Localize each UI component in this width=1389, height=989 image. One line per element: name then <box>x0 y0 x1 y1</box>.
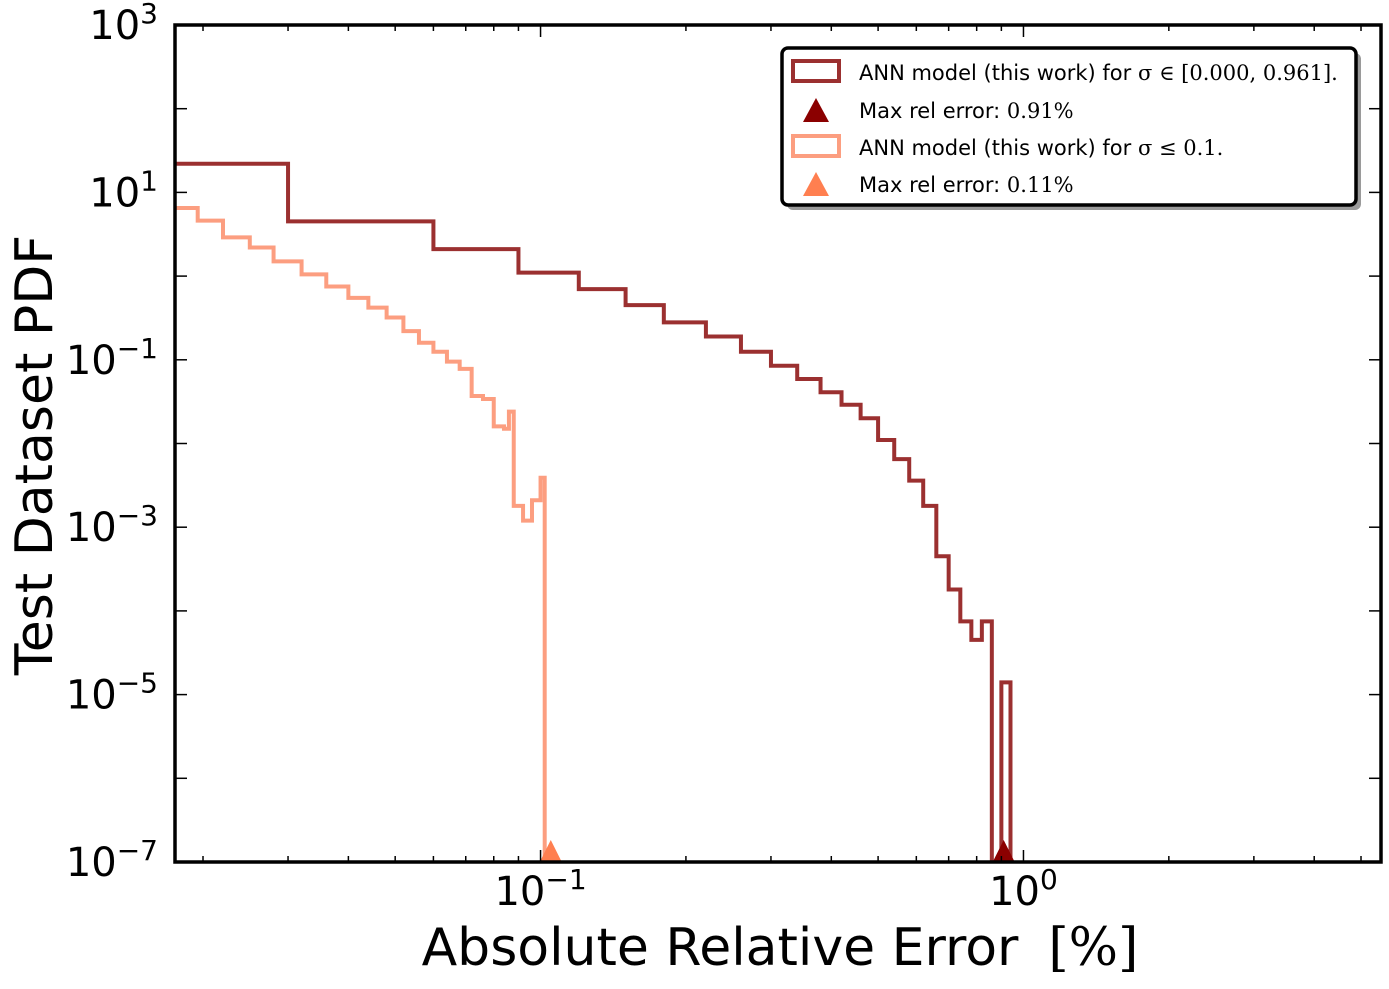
y-tick-label: 10−7 <box>66 834 158 886</box>
legend-label-1: ANN model (this work) for σ ∈ [0.000, 0.… <box>859 61 1338 85</box>
legend-swatch-1 <box>791 59 841 83</box>
marker-layer <box>539 840 1015 862</box>
legend-label-3: ANN model (this work) for σ ≤ 0.1. <box>859 136 1223 160</box>
x-tick-label: 100 <box>989 863 1058 915</box>
y-tick-label: 10−5 <box>66 667 158 719</box>
legend-label-4: Max rel error: 0.11% <box>859 173 1074 197</box>
x-axis-title: Absolute Relative Error [%] <box>422 918 1139 978</box>
y-tick-label: 10−3 <box>66 499 158 551</box>
y-tick-label: 103 <box>89 0 158 49</box>
legend-swatch-3 <box>791 134 841 158</box>
legend-label-2: Max rel error: 0.91% <box>859 99 1074 123</box>
y-tick-label: 101 <box>89 164 158 216</box>
series-2-step-line <box>175 206 547 862</box>
series-1-step-line <box>175 161 1013 862</box>
legend: ANN model (this work) for σ ∈ [0.000, 0.… <box>780 46 1361 210</box>
series-layer <box>175 161 1013 862</box>
legend-marker-4 <box>803 172 829 196</box>
legend-marker-2 <box>803 98 829 122</box>
plot-frame <box>173 23 1383 864</box>
y-tick-label: 10−1 <box>66 332 158 384</box>
x-tick-label: 10−1 <box>494 863 586 915</box>
legend-box <box>780 46 1358 207</box>
series-1-max-error-marker <box>992 840 1015 862</box>
series-2-max-error-marker <box>539 840 562 862</box>
y-axis-title: Test Dataset PDF <box>5 235 65 676</box>
tick-label-layer: 10−1 100 10−7 10−5 10−3 10−1 101 103 <box>66 0 1058 915</box>
